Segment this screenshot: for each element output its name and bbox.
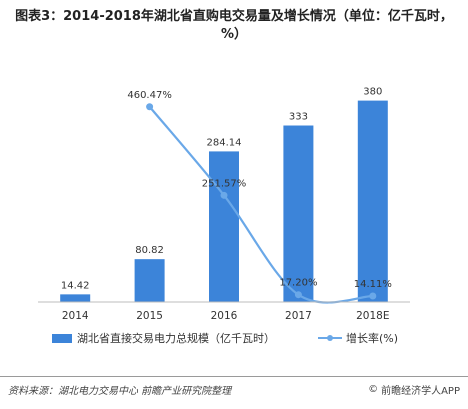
x-tick-label-0: 2014 (62, 310, 89, 322)
line-point-1 (146, 103, 154, 111)
x-tick-label-2: 2016 (211, 310, 238, 322)
line-point-2 (220, 191, 228, 199)
line-value-label-3: 17.20% (279, 278, 317, 289)
x-tick-labels: 2014 2015 2016 2017 2018E (62, 310, 390, 322)
bar-2 (209, 151, 239, 302)
legend-swatch-bar (52, 333, 72, 343)
x-tick-label-4: 2018E (356, 310, 389, 322)
legend-label-bar: 湖北省直接交易电力总规模（亿千瓦时） (77, 332, 275, 345)
bar-0 (60, 294, 91, 302)
bar-value-label-3: 333 (289, 112, 308, 123)
bar-value-label-1: 80.82 (135, 245, 164, 256)
bars-layer: 14.42 80.82 284.14 333 380 (60, 87, 388, 302)
x-tick-label-1: 2015 (136, 310, 163, 322)
legend: 湖北省直接交易电力总规模（亿千瓦时） 增长率(%) (0, 330, 468, 346)
bar-4 (357, 100, 388, 302)
growth-rate-line (148, 106, 373, 304)
line-value-label-4: 14.11% (354, 279, 392, 290)
line-point-4 (369, 292, 377, 300)
line-value-label-2: 251.57% (202, 178, 247, 189)
line-point-3 (294, 291, 302, 299)
bar-value-label-0: 14.42 (61, 280, 90, 291)
source-note: 资料来源：湖北电力交易中心 前瞻产业研究院整理 (8, 386, 232, 397)
footer-divider (0, 376, 468, 377)
legend-item-bar: 湖北省直接交易电力总规模（亿千瓦时） (52, 330, 275, 346)
chart-title: 图表3：2014-2018年湖北省直购电交易量及增长情况（单位：亿千瓦时，%） (15, 9, 453, 42)
copyright-icon: © (368, 384, 379, 395)
bar-3 (283, 125, 314, 302)
brand-credit: © 前瞻经济学人APP (368, 382, 460, 397)
legend-item-line: 增长率(%) (318, 330, 398, 346)
bar-value-label-4: 380 (363, 87, 382, 98)
line-value-label-1: 460.47% (127, 90, 172, 101)
line-layer: 460.47% 251.57% 17.20% 14.11% (127, 90, 392, 304)
bar-value-label-2: 284.14 (207, 137, 242, 148)
brand-name: 前瞻经济学人APP (381, 386, 460, 397)
bar-1 (134, 259, 165, 302)
legend-label-line: 增长率(%) (346, 332, 399, 345)
legend-swatch-line (318, 335, 342, 341)
x-tick-label-3: 2017 (285, 310, 312, 322)
